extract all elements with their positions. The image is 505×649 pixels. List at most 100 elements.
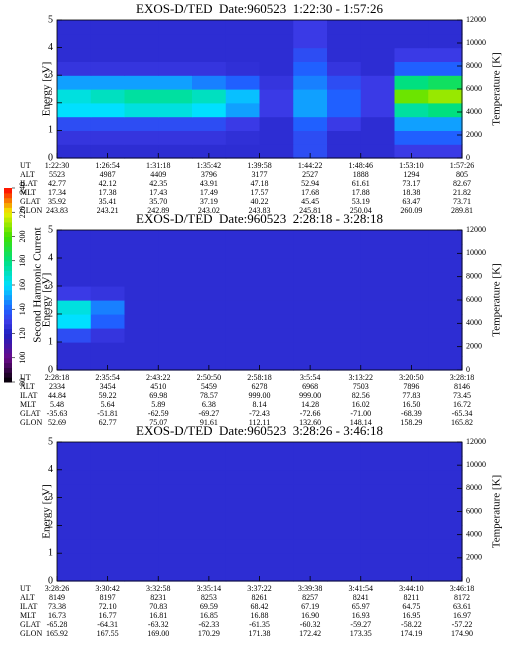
heatmap-cell (57, 539, 92, 554)
table-cell: 243.83 (46, 206, 68, 215)
heatmap-cell (428, 47, 463, 62)
table-cell: -68.39 (401, 409, 422, 418)
heatmap-cell (192, 33, 227, 49)
heatmap-cell (428, 356, 463, 371)
table-cell: 62.77 (99, 418, 117, 427)
table-cell: 148.14 (350, 418, 372, 427)
heatmap-cell (124, 328, 159, 343)
heatmap-cell (293, 286, 328, 301)
heatmap-cell (124, 539, 159, 554)
panel-title: EXOS-D/TED Date:960523 3:28:26 - 3:46:18 (136, 423, 383, 438)
heatmap-cell (124, 272, 159, 287)
heatmap-cell (327, 116, 362, 131)
heatmap-cell (394, 144, 429, 159)
colorbar-segment (4, 255, 12, 262)
heatmap-cell (428, 469, 463, 485)
table-cell: 72.10 (99, 602, 117, 611)
table-row-label: MLT (20, 611, 36, 620)
heatmap-cell (428, 144, 463, 159)
heatmap-cell (360, 89, 396, 104)
heatmap-cell (327, 89, 362, 104)
table-cell: 16.93 (352, 611, 370, 620)
table-cell: 260.09 (400, 206, 422, 215)
heatmap-cell (428, 61, 463, 76)
table-cell: 1:44:22 (298, 161, 322, 170)
heatmap-cell (428, 33, 463, 49)
heatmap-cell (225, 102, 261, 118)
table-cell: 4987 (100, 170, 116, 179)
colorbar-segment (4, 260, 12, 267)
heatmap-cell (90, 244, 126, 259)
heatmap-cell (428, 89, 463, 104)
heatmap-cell (259, 230, 294, 245)
table-cell: 3:28:26 (45, 584, 69, 593)
heatmap-cell (259, 130, 294, 145)
table-cell: 7896 (403, 382, 419, 391)
colorbar-segment (4, 226, 12, 233)
table-cell: 18.38 (402, 188, 420, 197)
heatmap-cell (124, 511, 159, 526)
heatmap-cell (360, 300, 396, 315)
table-cell: 5.48 (50, 400, 64, 409)
heatmap-cell (158, 497, 193, 513)
heatmap-cell (57, 61, 92, 76)
table-cell: 8149 (49, 593, 65, 602)
heatmap-cell (124, 244, 159, 259)
heatmap-cell (428, 328, 463, 343)
heatmap-cell (327, 511, 362, 526)
heatmap-cell (327, 497, 362, 513)
heatmap-cell (124, 483, 159, 499)
heatmap-cell (327, 300, 362, 315)
colorbar-segment (4, 221, 12, 228)
table-cell: 16.88 (251, 611, 269, 620)
table-cell: 1:22:30 (45, 161, 69, 170)
heatmap-cell (394, 244, 429, 259)
heatmap-cell (158, 567, 193, 582)
heatmap-cell (192, 469, 227, 485)
y2-axis-label: Temperature [K] (491, 52, 503, 125)
heatmap-cell (225, 130, 261, 145)
heatmap-cell (57, 116, 92, 131)
table-cell: 8.14 (253, 400, 267, 409)
y-tick-label: 0 (48, 364, 53, 375)
table-cell: 70.83 (149, 602, 167, 611)
colorbar-segment (4, 275, 12, 281)
heatmap-cell (394, 272, 429, 287)
colorbar-tick-label: 200 (18, 231, 27, 243)
table-cell: 40.22 (251, 197, 269, 206)
y-tick-label: 2 (48, 520, 53, 531)
table-cell: 2334 (49, 382, 65, 391)
heatmap-cell (360, 553, 396, 568)
heatmap-cell (259, 455, 294, 471)
heatmap-cell (158, 286, 193, 301)
heatmap-cell (327, 525, 362, 540)
heatmap-cell (259, 286, 294, 301)
heatmap-cell (90, 314, 126, 329)
heatmap-cell (360, 33, 396, 49)
heatmap-cell (158, 130, 193, 145)
table-cell: 8172 (454, 593, 470, 602)
table-cell: -60.32 (300, 620, 321, 629)
heatmap-cell (394, 47, 429, 62)
heatmap-cell (293, 230, 328, 245)
heatmap-cell (259, 75, 294, 90)
panel-title: EXOS-D/TED Date:960523 2:28:18 - 3:28:18 (136, 211, 383, 226)
heatmap-cell (394, 116, 429, 131)
heatmap-cell (394, 33, 429, 49)
heatmap-cell (192, 47, 227, 62)
heatmap-cell (394, 483, 429, 499)
table-row-label: GLAT (20, 620, 41, 629)
heatmap-cell (293, 525, 328, 540)
table-row-label: MLT (20, 400, 36, 409)
heatmap-cell (158, 483, 193, 499)
table-cell: 16.97 (453, 611, 471, 620)
table-cell: 8146 (454, 382, 470, 391)
table-cell: 35.41 (99, 197, 117, 206)
heatmap-cell (327, 75, 362, 90)
y2-tick-label: 0 (466, 153, 470, 162)
heatmap-cell (124, 102, 159, 118)
heatmap-cell (158, 230, 193, 245)
table-cell: 1294 (403, 170, 419, 179)
colorbar-tick-label: 120 (18, 328, 27, 340)
heatmap-cell (293, 567, 328, 582)
